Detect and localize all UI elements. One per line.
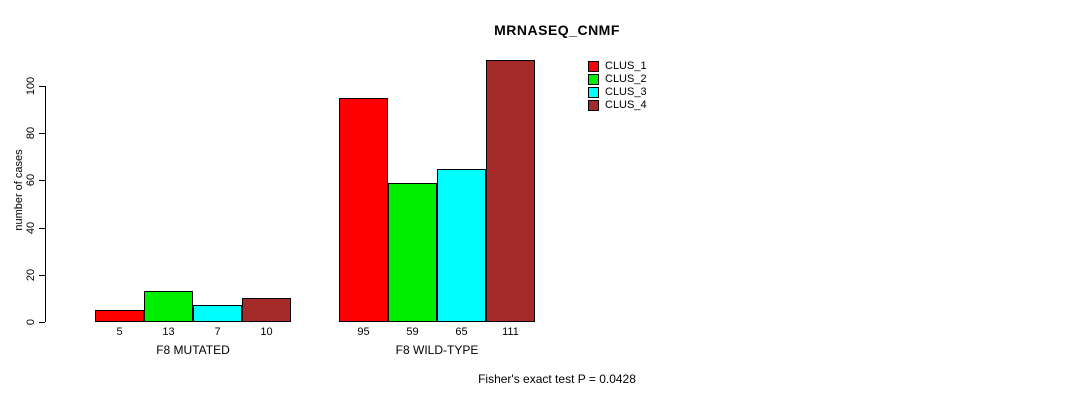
legend-swatch xyxy=(588,60,599,72)
y-axis-label: number of cases xyxy=(13,149,25,231)
bar-value-label: 10 xyxy=(260,326,273,338)
annotation-text: Fisher's exact test P = 0.0428 xyxy=(478,372,636,386)
bar-value-label: 7 xyxy=(214,326,221,338)
bar-value-label: 13 xyxy=(162,326,175,338)
y-tick-mark xyxy=(39,86,45,87)
bar-clus_3-group1 xyxy=(193,305,242,322)
legend-item-clus_2: CLUS_2 xyxy=(588,73,647,85)
bar-clus_1-group1 xyxy=(95,310,144,322)
bar-value-label: 111 xyxy=(502,326,519,338)
legend-swatch xyxy=(588,99,599,111)
bar-value-label: 65 xyxy=(455,326,468,338)
bar-value-label: 59 xyxy=(406,326,419,338)
y-tick-label: 100 xyxy=(25,76,37,96)
y-tick-mark xyxy=(39,133,45,135)
y-tick-mark xyxy=(39,227,45,229)
y-tick-label: 60 xyxy=(25,174,37,187)
legend-label: CLUS_2 xyxy=(605,73,647,85)
bar-clus_3-group2 xyxy=(437,168,486,322)
x-group-label: F8 WILD-TYPE xyxy=(395,343,479,357)
bar-clus_1-group2 xyxy=(339,97,388,322)
chart-title: MRNASEQ_CNMF xyxy=(494,22,620,38)
bar-clus_2-group2 xyxy=(388,182,437,322)
y-tick-label: 20 xyxy=(25,268,37,281)
legend-label: CLUS_4 xyxy=(605,99,647,111)
bar-value-label: 95 xyxy=(357,326,370,338)
legend-item-clus_3: CLUS_3 xyxy=(588,86,647,98)
y-tick-mark xyxy=(39,322,45,323)
legend-label: CLUS_1 xyxy=(605,60,647,72)
bar-clus_4-group1 xyxy=(242,298,291,322)
legend-item-clus_1: CLUS_1 xyxy=(588,60,647,72)
legend-item-clus_4: CLUS_4 xyxy=(588,99,647,111)
bar-value-label: 5 xyxy=(116,326,123,338)
legend-label: CLUS_3 xyxy=(605,86,647,98)
y-tick-mark xyxy=(39,180,45,182)
legend-swatch xyxy=(588,86,599,98)
y-axis-line xyxy=(45,86,46,322)
legend-swatch xyxy=(588,73,599,85)
bar-clus_2-group1 xyxy=(144,291,193,322)
x-group-label: F8 MUTATED xyxy=(156,343,230,357)
y-tick-label: 80 xyxy=(25,127,37,140)
y-tick-label: 0 xyxy=(25,318,37,326)
y-tick-label: 40 xyxy=(25,221,37,234)
y-tick-mark xyxy=(39,274,45,276)
bar-clus_4-group2 xyxy=(486,60,535,322)
